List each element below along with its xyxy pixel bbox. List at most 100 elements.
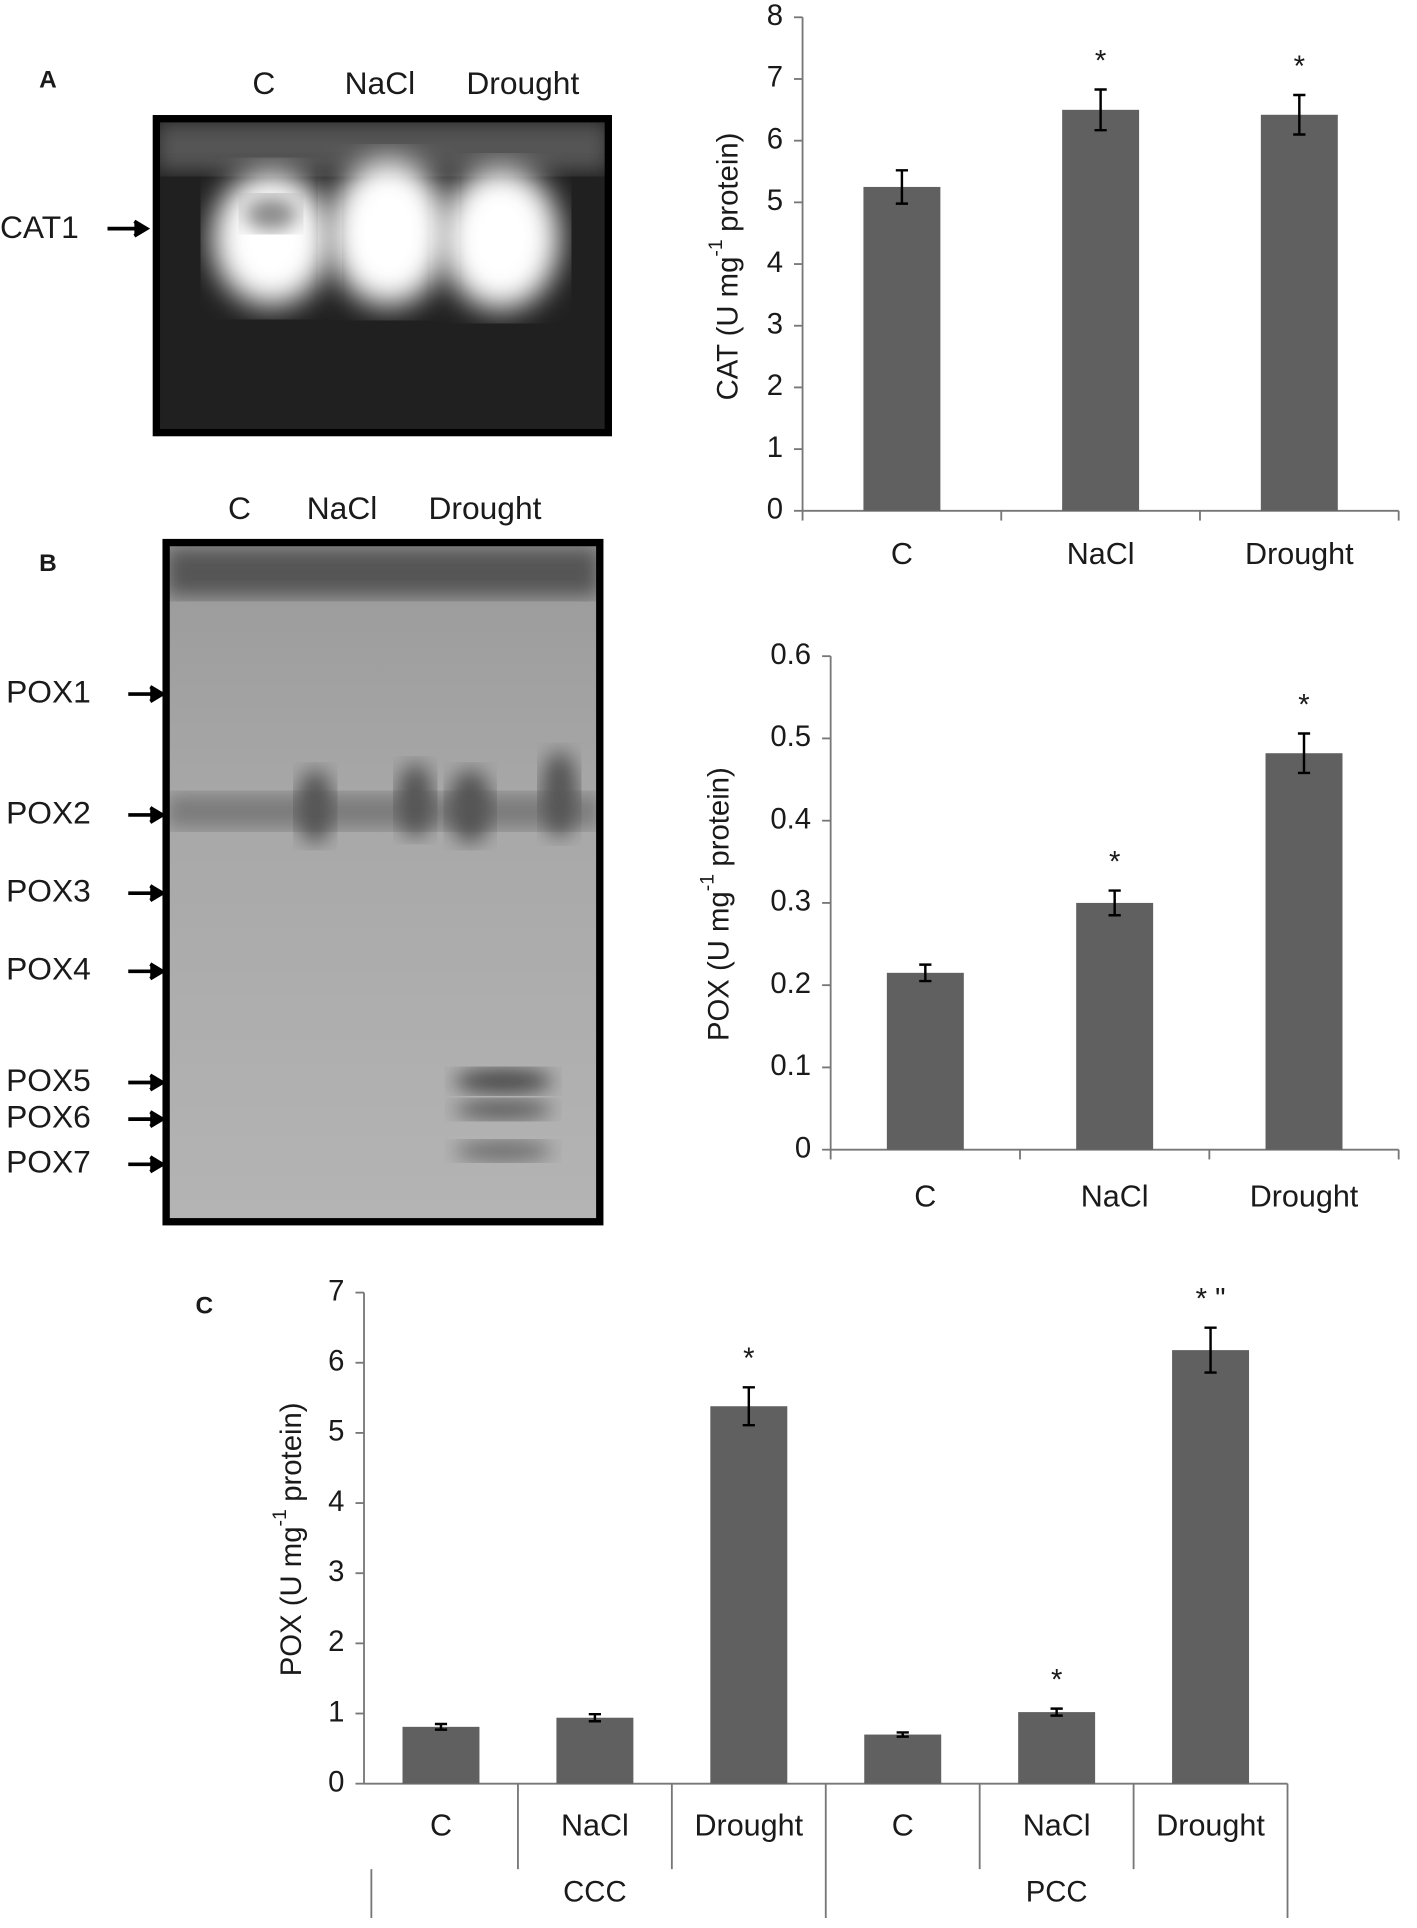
y-tick-label: 0 (328, 1765, 344, 1798)
group-label: CCC (563, 1875, 626, 1908)
y-tick-label: 1 (328, 1695, 344, 1728)
x-tick-label: NaCl (561, 1809, 629, 1843)
band-label: POX6 (6, 1099, 91, 1135)
x-tick-label: C (430, 1809, 452, 1843)
bar (1265, 753, 1343, 1150)
y-tick-label: 0.1 (770, 1049, 811, 1082)
x-tick-label: C (892, 1809, 914, 1843)
arrow (107, 219, 151, 238)
panel-label: C (195, 1293, 213, 1320)
band-label: POX4 (6, 951, 91, 987)
y-tick-label: 7 (767, 61, 783, 94)
bar (864, 1734, 942, 1784)
y-tick-label: 7 (328, 1274, 344, 1307)
y-tick-label: 3 (767, 307, 783, 340)
significance-label: * (1095, 44, 1106, 77)
y-tick-label: 6 (328, 1344, 344, 1377)
x-tick-label: NaCl (1067, 537, 1135, 571)
y-tick-label: 5 (328, 1415, 344, 1448)
error-bar (895, 169, 909, 205)
band-label: POX7 (6, 1144, 91, 1180)
bar (1260, 114, 1338, 511)
error-bar (1297, 732, 1311, 775)
band-label: POX2 (6, 794, 91, 830)
x-tick-label: Drought (695, 1809, 804, 1843)
gel-image (166, 542, 600, 1222)
y-tick-label: 5 (767, 184, 783, 217)
gel-border (152, 115, 612, 437)
group-label: PCC (1026, 1875, 1088, 1908)
y-tick-label: 0.5 (770, 720, 811, 753)
band-label: POX5 (6, 1062, 91, 1098)
y-tick-label: 6 (767, 122, 783, 155)
y-tick-label: 0.2 (770, 967, 811, 1000)
significance-label: * (1109, 845, 1120, 878)
significance-label: * (1294, 50, 1305, 83)
significance-label: * (743, 1342, 754, 1375)
error-bar (1293, 93, 1306, 136)
lane-label: Drought (466, 65, 579, 101)
bar (1172, 1350, 1250, 1784)
error-bar (434, 1722, 448, 1731)
bar (1018, 1712, 1096, 1784)
band-label: CAT1 (0, 209, 79, 245)
error-bar (896, 1731, 909, 1738)
error-bar (1204, 1326, 1217, 1374)
bar (556, 1717, 634, 1784)
y-tick-label: 0.4 (770, 802, 811, 835)
arrow (128, 1155, 167, 1174)
y-axis-label-sup: -1 (705, 239, 727, 256)
y-tick-label: 2 (767, 369, 783, 402)
lane-label: NaCl (307, 490, 378, 526)
y-tick-label: 4 (767, 246, 783, 279)
bar (710, 1406, 788, 1784)
y-axis-label-text: POX (U mg (275, 1526, 308, 1676)
gel-border (162, 538, 604, 1226)
y-tick-label: 0 (767, 493, 783, 526)
y-tick-label: 3 (328, 1555, 344, 1588)
arrow (128, 884, 167, 903)
band-label: POX3 (6, 873, 91, 909)
bar (886, 972, 964, 1150)
bar (402, 1726, 480, 1784)
error-bar (1050, 1707, 1063, 1717)
significance-label: * (1051, 1663, 1062, 1696)
bar (1062, 109, 1140, 511)
lane-label: Drought (428, 490, 541, 526)
error-bar (742, 1386, 755, 1427)
bar (1076, 902, 1154, 1150)
arrow (128, 806, 167, 824)
y-tick-label: 4 (328, 1485, 344, 1518)
y-axis-label-text: CAT (U mg (711, 257, 744, 401)
lane-label: C (252, 65, 275, 101)
y-axis-label-text: protein) (702, 767, 735, 866)
gel-image (156, 118, 609, 433)
arrow (128, 685, 167, 703)
significance-label: * " (1196, 1283, 1226, 1316)
error-bar (919, 963, 932, 983)
y-tick-label: 0 (795, 1131, 811, 1164)
y-axis-label: POX (U mg-1 protein) (697, 767, 736, 1041)
y-axis-label: POX (U mg-1 protein) (269, 1402, 308, 1676)
y-axis-label-text: protein) (275, 1402, 308, 1501)
y-axis-label: CAT (U mg-1 protein) (705, 133, 744, 401)
y-axis-label-text: protein) (711, 133, 744, 232)
x-tick-label: C (891, 537, 913, 571)
y-tick-label: 2 (328, 1625, 344, 1658)
panel-label: A (39, 66, 57, 93)
y-tick-label: 8 (767, 0, 783, 32)
x-tick-label: Drought (1156, 1809, 1265, 1843)
arrow (128, 1110, 167, 1129)
bar (863, 186, 941, 511)
x-tick-label: C (914, 1180, 936, 1214)
arrow (128, 1073, 167, 1092)
lane-label: C (228, 490, 251, 526)
y-tick-label: 1 (767, 431, 783, 464)
y-axis-label-sup: -1 (697, 874, 719, 891)
x-tick-label: NaCl (1081, 1180, 1149, 1214)
x-tick-label: Drought (1245, 537, 1354, 571)
error-bar (1108, 889, 1121, 917)
x-tick-label: Drought (1250, 1180, 1359, 1214)
arrow (128, 962, 167, 981)
